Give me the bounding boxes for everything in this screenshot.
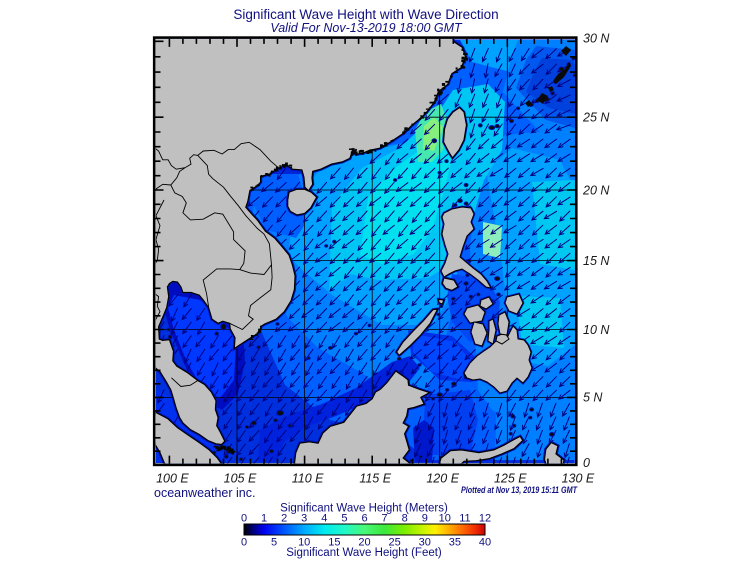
svg-text:4: 4 (321, 513, 327, 525)
svg-text:8: 8 (402, 513, 408, 525)
svg-text:35: 35 (449, 537, 461, 549)
svg-text:10: 10 (298, 537, 310, 549)
svg-text:10 N: 10 N (583, 323, 610, 337)
svg-text:oceanweather inc.: oceanweather inc. (154, 486, 255, 500)
svg-text:40: 40 (479, 537, 491, 549)
svg-text:25: 25 (388, 537, 400, 549)
svg-text:2: 2 (281, 513, 287, 525)
svg-text:125 E: 125 E (494, 472, 527, 486)
svg-text:9: 9 (422, 513, 428, 525)
svg-text:0: 0 (241, 513, 247, 525)
svg-text:25 N: 25 N (582, 111, 610, 125)
svg-text:20: 20 (358, 537, 370, 549)
svg-text:30: 30 (419, 537, 431, 549)
svg-text:30 N: 30 N (583, 32, 610, 46)
svg-text:12: 12 (479, 513, 491, 525)
svg-text:105 E: 105 E (224, 472, 257, 486)
svg-text:10: 10 (439, 513, 451, 525)
svg-text:5: 5 (271, 537, 277, 549)
svg-text:Significant Wave Height with W: Significant Wave Height with Wave Direct… (233, 7, 498, 22)
svg-text:100 E: 100 E (156, 472, 189, 486)
svg-text:7: 7 (382, 513, 388, 525)
svg-text:Plotted at Nov 13, 2019 15:11: Plotted at Nov 13, 2019 15:11 GMT (461, 485, 578, 495)
svg-text:0: 0 (241, 537, 247, 549)
svg-text:110 E: 110 E (292, 472, 324, 486)
svg-text:6: 6 (361, 513, 367, 525)
svg-text:Significant Wave Height (Meter: Significant Wave Height (Meters) (280, 503, 448, 515)
svg-text:3: 3 (301, 513, 307, 525)
svg-text:130 E: 130 E (562, 472, 595, 486)
svg-text:15: 15 (328, 537, 340, 549)
svg-text:Significant Wave Height (Feet): Significant Wave Height (Feet) (286, 547, 442, 559)
svg-text:15 N: 15 N (583, 254, 610, 268)
svg-text:5 N: 5 N (583, 391, 603, 405)
svg-text:0: 0 (583, 456, 590, 470)
svg-text:11: 11 (459, 513, 470, 525)
svg-text:Valid For Nov-13-2019 18:00 GM: Valid For Nov-13-2019 18:00 GMT (270, 21, 463, 35)
svg-text:1: 1 (261, 513, 267, 525)
svg-text:5: 5 (341, 513, 347, 525)
svg-text:115 E: 115 E (359, 472, 391, 486)
svg-text:20 N: 20 N (582, 183, 610, 197)
svg-text:120 E: 120 E (426, 472, 459, 486)
